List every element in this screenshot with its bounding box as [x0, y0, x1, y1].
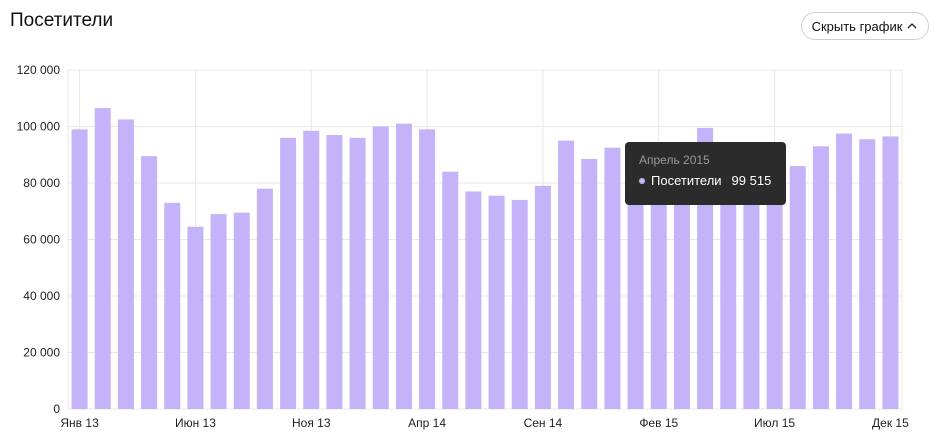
bar-33[interactable]: [812, 146, 829, 409]
bar-26[interactable]: [650, 177, 667, 409]
bar-2[interactable]: [94, 108, 111, 409]
y-tick-label: 0: [53, 402, 60, 416]
x-tick-label: Июл 15: [754, 416, 795, 430]
hide-chart-button[interactable]: Скрыть график: [801, 12, 929, 40]
bar-11[interactable]: [303, 130, 320, 410]
bar-20[interactable]: [511, 199, 528, 409]
x-tick-label: Фев 15: [639, 416, 678, 430]
chart-tooltip: Апрель 2015 Посетители 99 515: [625, 142, 786, 205]
bar-10[interactable]: [280, 137, 297, 410]
x-tick-label: Сен 14: [524, 416, 563, 430]
bar-7[interactable]: [210, 214, 227, 409]
page-title: Посетители: [10, 10, 114, 31]
bar-19[interactable]: [488, 195, 505, 409]
bar-16[interactable]: [419, 129, 436, 409]
bar-17[interactable]: [442, 171, 459, 409]
bars-layer: [71, 108, 899, 410]
bar-18[interactable]: [465, 191, 482, 409]
bar-25[interactable]: [627, 151, 644, 410]
bar-5[interactable]: [164, 202, 181, 409]
bar-15[interactable]: [395, 123, 412, 410]
bar-23[interactable]: [581, 158, 598, 409]
x-tick-label: Ноя 13: [292, 416, 331, 430]
bar-29[interactable]: [720, 160, 737, 409]
y-tick-label: 120 000: [17, 63, 61, 77]
bar-3[interactable]: [117, 119, 134, 409]
bar-27[interactable]: [673, 170, 690, 409]
bar-36[interactable]: [882, 136, 899, 409]
y-tick-label: 80 000: [23, 176, 60, 190]
x-tick-label: Янв 13: [60, 416, 99, 430]
hide-chart-label: Скрыть график: [811, 18, 903, 34]
bar-22[interactable]: [558, 140, 575, 409]
bar-35[interactable]: [859, 139, 876, 409]
x-tick-label: Дек 15: [872, 416, 909, 430]
x-tick-label: Июн 13: [175, 416, 216, 430]
bar-31[interactable]: [766, 177, 783, 409]
tooltip-value: 99 515: [731, 173, 772, 188]
tooltip-row: Посетители 99 515: [639, 173, 772, 188]
axis-layer: 0 20 000 40 000 60 000 80 000 100 000 120 000 Я…: [17, 63, 909, 430]
bar-24[interactable]: [604, 147, 621, 409]
x-tick-label: Апр 14: [408, 416, 446, 430]
bar-32[interactable]: [789, 166, 806, 409]
bar-21[interactable]: [534, 185, 551, 409]
y-tick-label: 40 000: [23, 289, 60, 303]
bar-34[interactable]: [836, 133, 853, 409]
tooltip-series-label: Посетители: [651, 173, 722, 188]
chevron-up-icon: [907, 23, 917, 29]
y-tick-label: 20 000: [23, 346, 60, 360]
bar-12[interactable]: [326, 134, 343, 409]
bar-9[interactable]: [256, 188, 273, 409]
bar-30[interactable]: [743, 183, 760, 409]
tooltip-period: Апрель 2015: [639, 153, 710, 167]
series-dot-icon: [639, 177, 645, 184]
y-tick-label: 100 000: [17, 120, 61, 134]
bar-14[interactable]: [372, 126, 389, 410]
bar-6[interactable]: [187, 226, 204, 409]
bar-4[interactable]: [141, 156, 158, 409]
bar-13[interactable]: [349, 137, 366, 410]
bar-1[interactable]: [71, 129, 88, 409]
bar-8[interactable]: [233, 212, 250, 409]
y-tick-label: 60 000: [23, 233, 60, 247]
